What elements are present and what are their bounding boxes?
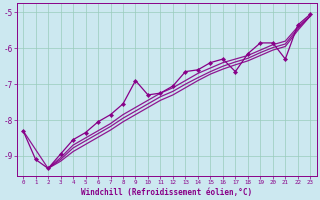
X-axis label: Windchill (Refroidissement éolien,°C): Windchill (Refroidissement éolien,°C) [81,188,252,197]
